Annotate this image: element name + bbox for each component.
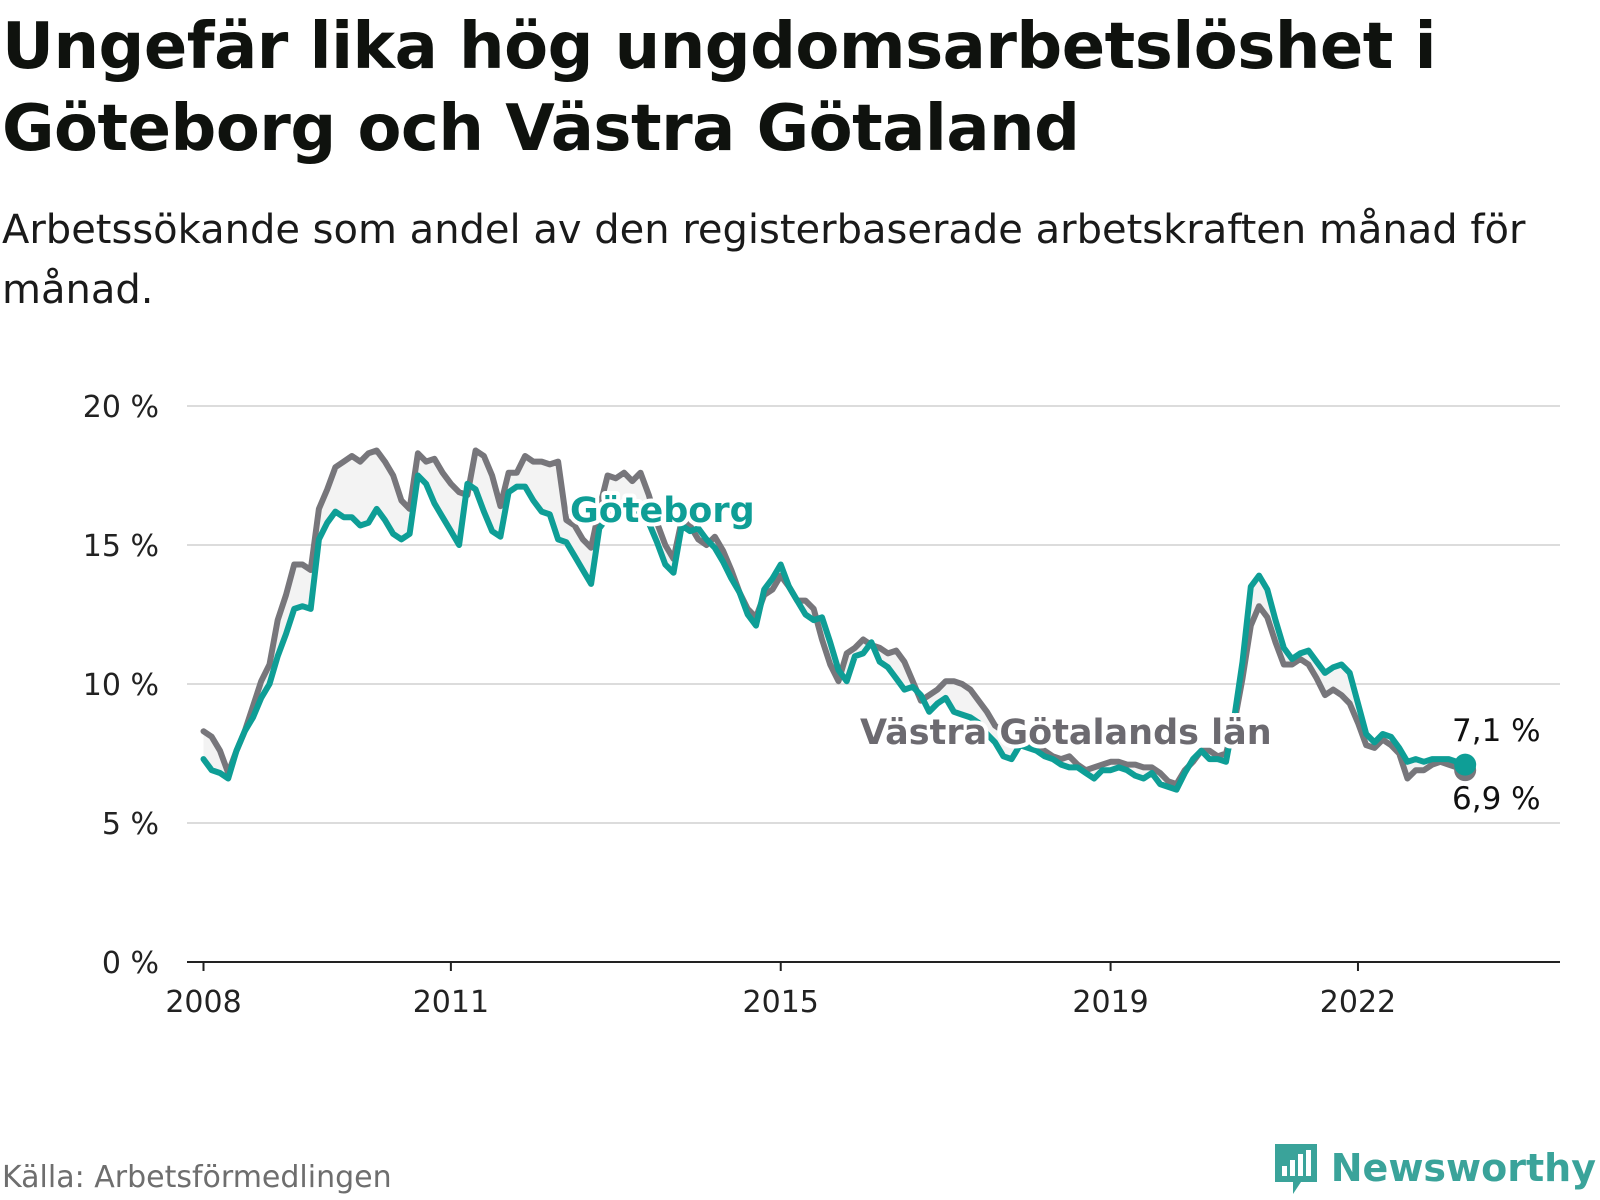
series-lines [200, 447, 1469, 793]
y-axis: 0 % 5 % 10 % 15 % 20 % [83, 390, 159, 981]
x-tick-label: 2011 [413, 985, 489, 1020]
brand-name: Newsworthy [1330, 1146, 1596, 1190]
series-label-vastra-gotaland: Västra Götalands län [860, 713, 1272, 753]
x-tick-label: 2022 [1320, 985, 1396, 1020]
brand-logo: Newsworthy [1271, 1140, 1596, 1196]
series-line-vastra-gotaland [200, 447, 1469, 788]
series-labels: Göteborg Västra Götalands län 7,1 % 6,9 … [566, 487, 1541, 817]
x-tick-label: 2015 [743, 985, 819, 1020]
x-axis: 2008 2011 2015 2019 2022 [165, 961, 1560, 1020]
x-tick-label: 2008 [165, 985, 241, 1020]
y-tick-label: 20 % [83, 390, 159, 425]
source-note: Källa: Arbetsförmedlingen [2, 1160, 392, 1195]
end-value-vastra-gotaland: 6,9 % [1452, 781, 1541, 817]
gridlines [187, 405, 1560, 824]
chart-subtitle: Arbetssökande som andel av den registerb… [2, 207, 1526, 313]
y-tick-label: 10 % [83, 668, 159, 703]
end-value-goteborg: 7,1 % [1452, 713, 1541, 749]
chart-title: Ungefär lika hög ungdomsarbetslöshet i G… [2, 10, 1437, 166]
series-label-goteborg: Göteborg [570, 491, 755, 531]
series-line-goteborg [200, 472, 1469, 793]
y-tick-label: 0 % [102, 946, 159, 981]
newsworthy-logo-icon [1274, 1144, 1317, 1194]
y-tick-label: 15 % [83, 529, 159, 564]
y-tick-label: 5 % [102, 807, 159, 842]
x-tick-label: 2019 [1072, 985, 1148, 1020]
end-points [1454, 753, 1477, 782]
end-point-goteborg [1454, 753, 1477, 776]
